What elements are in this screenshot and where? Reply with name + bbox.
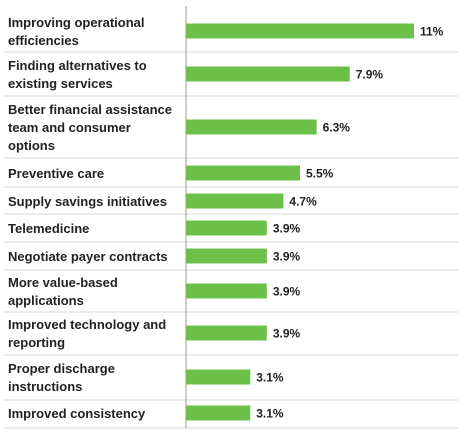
category-label: Improved consistency	[8, 406, 146, 421]
category-label: Improving operational efficiencies	[8, 15, 145, 48]
value-label: 5.5%	[306, 167, 334, 181]
bar	[186, 23, 414, 39]
value-label: 3.9%	[273, 250, 301, 264]
bar	[186, 165, 300, 181]
value-label: 4.7%	[289, 195, 317, 209]
value-label: 11%	[420, 25, 444, 39]
category-label: Better financial assistance team and cons…	[8, 102, 172, 153]
value-labels: 11% 7.9% 6.3% 5.5% 4.7% 3.9% 3.9% 3.9% 3.9% 3.1% 3…	[256, 25, 443, 421]
bar	[186, 193, 284, 209]
bar	[186, 248, 267, 264]
value-label: 3.9%	[273, 327, 301, 341]
category-label: Improved technology and reporting	[8, 317, 166, 350]
category-label: Telemedicine	[8, 221, 89, 236]
value-label: 3.1%	[256, 407, 284, 421]
category-label: Finding alternatives to existing services	[8, 58, 147, 91]
row-separators	[4, 51, 458, 429]
value-label: 3.1%	[256, 371, 284, 385]
bars	[186, 23, 414, 421]
bar	[186, 405, 251, 421]
bar	[186, 325, 267, 341]
bar	[186, 66, 350, 82]
value-label: 3.9%	[273, 285, 301, 299]
bar	[186, 369, 251, 385]
category-label: Proper discharge instructions	[8, 361, 115, 394]
value-label: 3.9%	[273, 222, 301, 236]
value-label: 7.9%	[356, 68, 384, 82]
value-label: 6.3%	[323, 121, 351, 135]
category-label: More value-based applications	[8, 275, 118, 308]
category-label: Supply savings initiatives	[8, 194, 167, 209]
category-label: Negotiate payer contracts	[8, 249, 168, 264]
category-labels: Improving operational efficiencies Finding…	[8, 15, 172, 421]
category-label: Preventive care	[8, 166, 104, 181]
bar	[186, 220, 267, 236]
bar	[186, 283, 267, 299]
bar	[186, 119, 317, 135]
